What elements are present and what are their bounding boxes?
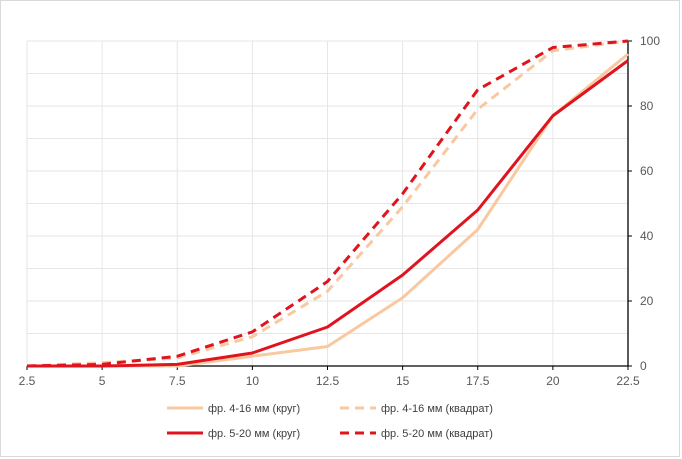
x-tick-label: 10 [246,374,260,388]
series-line-3 [27,59,629,368]
x-tick-label: 15 [396,374,410,388]
y-tick-label: 80 [640,99,654,113]
y-tick-label: 100 [640,34,660,48]
y-tick-label: 60 [640,164,654,178]
y-tick-label: 40 [640,229,654,243]
y-tick-label: 0 [640,359,647,373]
y-tick-label: 20 [640,294,654,308]
legend-label: фр. 4-16 мм (круг) [208,403,300,415]
x-tick-label: 22.5 [616,374,640,388]
series-lines [26,39,629,368]
x-tick-label: 20 [546,374,560,388]
series-line-2 [26,39,629,368]
legend: фр. 4-16 мм (круг) фр. 4-16 мм (квадрат) ф… [167,403,493,440]
grid-lines [26,40,629,367]
x-tick-label: 5 [99,374,106,388]
axes [26,40,632,370]
x-tick-label: 17.5 [466,374,490,388]
legend-label: фр. 5-20 мм (квадрат) [381,428,493,440]
x-tick-label: 2.5 [19,374,36,388]
x-tick-label: 12.5 [316,374,340,388]
series-line-4 [26,39,629,368]
legend-label: фр. 4-16 мм (квадрат) [381,403,493,415]
x-tick-labels: 2.5 5 7.5 10 12.5 15 17.5 20 22.5 [19,374,640,388]
x-tick-label: 7.5 [169,374,186,388]
y-tick-labels: 0 20 40 60 80 100 [640,34,660,373]
legend-label: фр. 5-20 мм (круг) [208,428,300,440]
